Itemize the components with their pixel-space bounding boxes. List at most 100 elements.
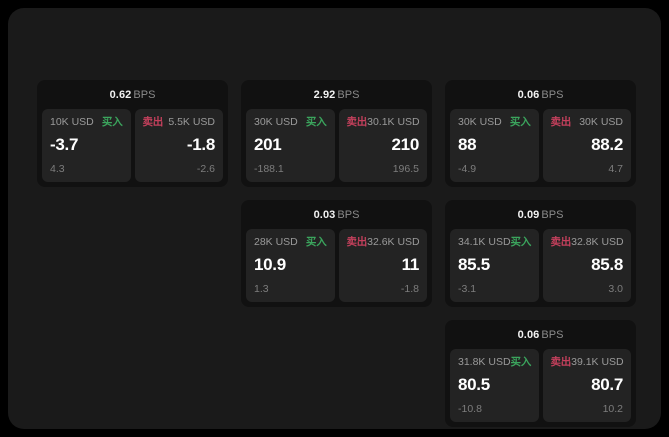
- card-header: 0.03 BPS: [246, 208, 427, 229]
- card-sides: 28K USD 买入 10.9 1.3 卖出 32.6K USD 11 -1.8: [246, 229, 427, 302]
- bps-unit-label: BPS: [541, 329, 564, 341]
- card-header: 0.06 BPS: [450, 88, 631, 109]
- buy-side-top: 31.8K USD 买入: [458, 356, 531, 369]
- sell-side[interactable]: 卖出 32.8K USD 85.8 3.0: [542, 229, 631, 302]
- quote-column: 2.92 BPS 30K USD 买入 201 -188.1 卖出 30.1K USD 210 1…: [241, 80, 432, 307]
- bps-value: 0.06: [517, 89, 540, 101]
- buy-side[interactable]: 10K USD 买入 -3.7 4.3: [42, 109, 131, 182]
- card-header: 0.09 BPS: [450, 208, 631, 229]
- buy-side-top: 30K USD 买入: [458, 116, 531, 129]
- sell-side-top: 卖出 30K USD: [551, 116, 624, 129]
- bps-value: 0.09: [517, 209, 540, 221]
- sell-tag: 卖出: [346, 116, 368, 128]
- card-header: 0.06 BPS: [450, 328, 631, 349]
- quote-card-grid: 0.62 BPS 10K USD 买入 -3.7 4.3 卖出 5.5K USD -1.8 -2.…: [37, 80, 637, 427]
- bps-value: 0.03: [313, 209, 336, 221]
- bps-unit-label: BPS: [337, 209, 360, 221]
- quote-card[interactable]: 0.09 BPS 34.1K USD 买入 85.5 -3.1 卖出 32.8K USD 85.…: [445, 200, 636, 307]
- sell-size-label: 30K USD: [579, 116, 623, 128]
- buy-size-label: 30K USD: [254, 116, 298, 128]
- quote-column: 0.62 BPS 10K USD 买入 -3.7 4.3 卖出 5.5K USD -1.8 -2.…: [37, 80, 228, 187]
- card-sides: 30K USD 买入 88 -4.9 卖出 30K USD 88.2 4.7: [450, 109, 631, 182]
- sell-side-top: 卖出 39.1K USD: [551, 356, 624, 369]
- sell-tag: 卖出: [550, 116, 572, 128]
- buy-tag: 买入: [509, 116, 531, 128]
- sell-side[interactable]: 卖出 30.1K USD 210 196.5: [338, 109, 427, 182]
- quote-card[interactable]: 2.92 BPS 30K USD 买入 201 -188.1 卖出 30.1K USD 210 1…: [241, 80, 432, 187]
- sell-delta: 3.0: [608, 283, 623, 295]
- buy-price: 88: [458, 135, 477, 154]
- buy-delta: -10.8: [458, 403, 482, 415]
- buy-price: 201: [254, 135, 282, 154]
- bps-value: 0.62: [109, 89, 132, 101]
- sell-price: 80.7: [591, 375, 623, 394]
- sell-side[interactable]: 卖出 30K USD 88.2 4.7: [542, 109, 631, 182]
- sell-price: 85.8: [591, 255, 623, 274]
- quote-board-panel: 0.62 BPS 10K USD 买入 -3.7 4.3 卖出 5.5K USD -1.8 -2.…: [8, 8, 661, 429]
- buy-delta: 4.3: [50, 163, 65, 175]
- buy-size-label: 34.1K USD: [458, 236, 511, 248]
- buy-side-top: 10K USD 买入: [50, 116, 123, 129]
- buy-price: 85.5: [458, 255, 490, 274]
- buy-side[interactable]: 34.1K USD 买入 85.5 -3.1: [450, 229, 539, 302]
- sell-price: -1.8: [186, 135, 215, 154]
- sell-size-label: 32.6K USD: [367, 236, 420, 248]
- quote-card[interactable]: 0.06 BPS 30K USD 买入 88 -4.9 卖出 30K USD 88.2 4.7: [445, 80, 636, 187]
- sell-delta: 10.2: [602, 403, 623, 415]
- buy-price: -3.7: [50, 135, 79, 154]
- card-header: 0.62 BPS: [42, 88, 223, 109]
- bps-value: 2.92: [313, 89, 336, 101]
- buy-side-top: 34.1K USD 买入: [458, 236, 531, 249]
- buy-side-top: 30K USD 买入: [254, 116, 327, 129]
- sell-side-top: 卖出 32.8K USD: [551, 236, 624, 249]
- bps-unit-label: BPS: [541, 89, 564, 101]
- sell-size-label: 32.8K USD: [571, 236, 624, 248]
- buy-size-label: 10K USD: [50, 116, 94, 128]
- sell-side-top: 卖出 30.1K USD: [347, 116, 420, 129]
- buy-delta: -4.9: [458, 163, 477, 175]
- sell-price: 11: [401, 255, 420, 274]
- sell-size-label: 30.1K USD: [367, 116, 420, 128]
- sell-tag: 卖出: [550, 356, 572, 368]
- buy-side[interactable]: 30K USD 买入 88 -4.9: [450, 109, 539, 182]
- buy-side[interactable]: 31.8K USD 买入 80.5 -10.8: [450, 349, 539, 422]
- buy-size-label: 28K USD: [254, 236, 298, 248]
- sell-side-top: 卖出 32.6K USD: [347, 236, 420, 249]
- buy-delta: -188.1: [254, 163, 284, 175]
- sell-delta: -2.6: [196, 163, 215, 175]
- buy-tag: 买入: [101, 116, 123, 128]
- sell-side[interactable]: 卖出 32.6K USD 11 -1.8: [338, 229, 427, 302]
- sell-size-label: 39.1K USD: [571, 356, 624, 368]
- quote-card[interactable]: 0.03 BPS 28K USD 买入 10.9 1.3 卖出 32.6K USD 11 -1.8: [241, 200, 432, 307]
- quote-column: 0.06 BPS 30K USD 买入 88 -4.9 卖出 30K USD 88.2 4.7 0.…: [445, 80, 636, 427]
- card-sides: 31.8K USD 买入 80.5 -10.8 卖出 39.1K USD 80.7 10.2: [450, 349, 631, 422]
- buy-side-top: 28K USD 买入: [254, 236, 327, 249]
- sell-side[interactable]: 卖出 5.5K USD -1.8 -2.6: [134, 109, 223, 182]
- bps-unit-label: BPS: [337, 89, 360, 101]
- sell-size-label: 5.5K USD: [168, 116, 215, 128]
- card-header: 2.92 BPS: [246, 88, 427, 109]
- sell-price: 210: [391, 135, 420, 154]
- buy-delta: -3.1: [458, 283, 477, 295]
- buy-price: 10.9: [254, 255, 286, 274]
- quote-card[interactable]: 0.62 BPS 10K USD 买入 -3.7 4.3 卖出 5.5K USD -1.8 -2.…: [37, 80, 228, 187]
- quote-card[interactable]: 0.06 BPS 31.8K USD 买入 80.5 -10.8 卖出 39.1K USD 80…: [445, 320, 636, 427]
- buy-side[interactable]: 30K USD 买入 201 -188.1: [246, 109, 335, 182]
- card-sides: 10K USD 买入 -3.7 4.3 卖出 5.5K USD -1.8 -2.6: [42, 109, 223, 182]
- sell-tag: 卖出: [346, 236, 368, 248]
- bps-value: 0.06: [517, 329, 540, 341]
- buy-delta: 1.3: [254, 283, 269, 295]
- sell-tag: 卖出: [550, 236, 572, 248]
- card-sides: 34.1K USD 买入 85.5 -3.1 卖出 32.8K USD 85.8 3.0: [450, 229, 631, 302]
- buy-tag: 买入: [305, 116, 327, 128]
- bps-unit-label: BPS: [541, 209, 564, 221]
- sell-delta: -1.8: [400, 283, 419, 295]
- buy-side[interactable]: 28K USD 买入 10.9 1.3: [246, 229, 335, 302]
- sell-delta: 196.5: [392, 163, 419, 175]
- buy-tag: 买入: [305, 236, 327, 248]
- buy-tag: 买入: [510, 236, 532, 248]
- sell-price: 88.2: [591, 135, 623, 154]
- card-sides: 30K USD 买入 201 -188.1 卖出 30.1K USD 210 196.5: [246, 109, 427, 182]
- sell-side[interactable]: 卖出 39.1K USD 80.7 10.2: [542, 349, 631, 422]
- bps-unit-label: BPS: [133, 89, 156, 101]
